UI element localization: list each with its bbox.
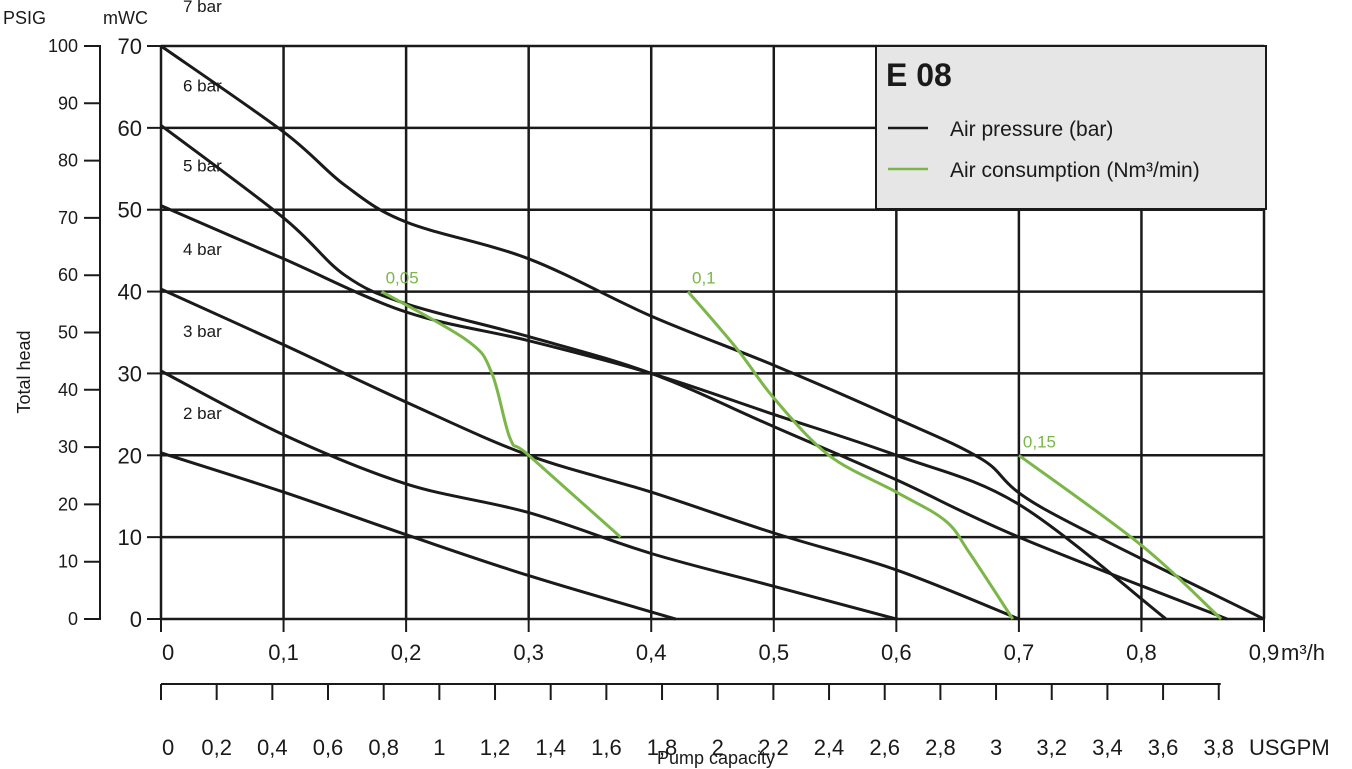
y-tick-label: 60 (118, 116, 142, 141)
legend-background (875, 45, 1267, 210)
x2-tick-label: 0,6 (313, 735, 344, 760)
y-axis-label: Total head (14, 330, 34, 413)
x2-tick-label: 3 (990, 735, 1002, 760)
series-line-7-bar (160, 44, 1265, 621)
series-line-6-bar (160, 124, 1228, 621)
chart-title: E 08 (886, 57, 952, 93)
consumption-line-0-05 (380, 290, 622, 539)
x2-tick-label: 3,2 (1036, 735, 1067, 760)
x-tick-label: 0 (162, 640, 174, 665)
series-label-6-bar: 6 bar (183, 77, 222, 96)
x2-tick-label: 1,6 (591, 735, 622, 760)
x-tick-label: 0,3 (513, 640, 544, 665)
consumption-label-0-15: 0,15 (1023, 432, 1056, 451)
series-label-3-bar: 3 bar (183, 322, 222, 341)
x-tick-label: 0,6 (881, 640, 912, 665)
y2-tick-label: 0 (68, 609, 78, 629)
x-tick-label: 0,2 (391, 640, 422, 665)
x2-tick-label: 3,8 (1203, 735, 1234, 760)
x2-tick-label: 1,8 (647, 735, 678, 760)
pressure-curves: 2 bar 3 bar 4 bar 5 bar 6 bar 7 bar (160, 0, 1265, 621)
x-axis-label: Pump capacity (657, 748, 775, 768)
y2-tick-label: 40 (58, 380, 78, 400)
grid (159, 44, 1266, 621)
y2-tick-label: 70 (58, 208, 78, 228)
legend-label-air-consumption: Air consumption (Nm³/min) (950, 159, 1200, 182)
x-tick-label: 0,7 (1004, 640, 1035, 665)
y2-tick-label: 50 (58, 323, 78, 343)
x-tick-label: 0,5 (759, 640, 790, 665)
consumption-label-0-1: 0,1 (692, 269, 716, 288)
y-axis-unit: mWC (103, 8, 148, 28)
y2-tick-label: 80 (58, 151, 78, 171)
x2-tick-label: 3,6 (1148, 735, 1179, 760)
series-line-4-bar (160, 287, 1020, 621)
x2-tick-label: 2,6 (869, 735, 900, 760)
y2-tick-label: 20 (58, 494, 78, 514)
y2-tick-label: 90 (58, 93, 78, 113)
x2-tick-label: 2,4 (814, 735, 845, 760)
consumption-line-0-15 (1018, 454, 1223, 621)
y-tick-label: 50 (118, 198, 142, 223)
x-tick-label: 0,1 (268, 640, 299, 665)
y2-tick-label: 30 (58, 437, 78, 457)
y2-tick-label: 60 (58, 265, 78, 285)
consumption-label-0-05: 0,05 (386, 269, 419, 288)
x-tick-label: 0,4 (636, 640, 667, 665)
y-tick-label: 30 (118, 361, 142, 386)
series-label-7-bar: 7 bar (183, 0, 222, 16)
series-label-5-bar: 5 bar (183, 157, 222, 176)
x2-tick-label: 2,8 (925, 735, 956, 760)
y2-tick-label: 100 (48, 36, 78, 56)
x2-tick-label: 1 (433, 735, 445, 760)
x-axis-unit: m³/h (1281, 640, 1325, 665)
y-tick-label: 70 (118, 34, 142, 59)
y2-axis-unit: PSIG (3, 8, 46, 28)
consumption-line-0-1 (686, 290, 1015, 620)
series-label-2-bar: 2 bar (183, 404, 222, 423)
x2-tick-label: 3,4 (1092, 735, 1123, 760)
x2-tick-label: 0,8 (368, 735, 399, 760)
x-tick-label: 0,9 (1249, 640, 1280, 665)
x2-tick-label: 2 (712, 735, 724, 760)
x2-tick-label: 0 (162, 735, 174, 760)
series-label-4-bar: 4 bar (183, 240, 222, 259)
y2-tick-label: 10 (58, 552, 78, 572)
consumption-curves: 0,05 0,1 0,15 (380, 269, 1223, 621)
y-tick-label: 10 (118, 525, 142, 550)
y-tick-label: 0 (130, 607, 142, 632)
legend: E 08 Air pressure (bar) Air consumption … (875, 45, 1267, 210)
y-tick-label: 20 (118, 443, 142, 468)
x2-tick-label: 2,2 (758, 735, 789, 760)
legend-label-air-pressure: Air pressure (bar) (950, 118, 1113, 141)
series-line-2-bar (160, 451, 677, 621)
y-tick-label: 40 (118, 280, 142, 305)
x-tick-label: 0,8 (1126, 640, 1157, 665)
series-line-3-bar (160, 369, 897, 621)
x2-tick-label: 1,2 (480, 735, 511, 760)
x2-tick-label: 0,2 (201, 735, 232, 760)
x2-tick-label: 1,4 (535, 735, 566, 760)
x2-tick-label: 0,4 (257, 735, 288, 760)
x2-axis-unit: USGPM (1249, 735, 1330, 760)
